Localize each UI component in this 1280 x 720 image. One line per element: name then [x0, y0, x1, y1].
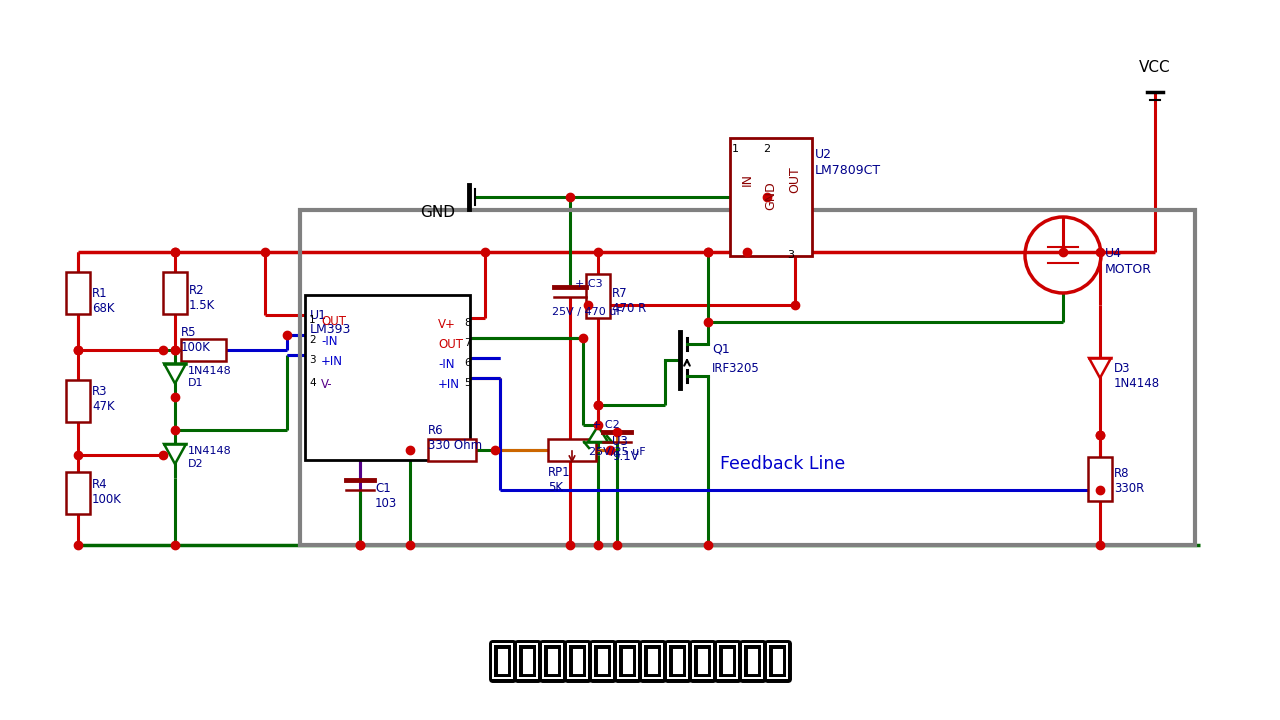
Text: OUT: OUT: [438, 338, 463, 351]
Text: R6
330 Ohm: R6 330 Ohm: [428, 424, 483, 452]
Text: VCC: VCC: [1139, 60, 1171, 75]
Polygon shape: [164, 364, 186, 384]
Text: R5
100K: R5 100K: [180, 326, 211, 354]
Bar: [300, 210, 1196, 545]
Text: U4: U4: [1105, 247, 1123, 260]
Text: 2: 2: [763, 144, 771, 154]
Text: R3
47K: R3 47K: [92, 385, 115, 413]
Text: 25V / 470 uF: 25V / 470 uF: [552, 307, 623, 317]
Text: GND: GND: [764, 181, 777, 210]
Polygon shape: [164, 444, 186, 464]
Text: R1
68K: R1 68K: [92, 287, 114, 315]
Text: C1
103: C1 103: [375, 482, 397, 510]
Text: IRF3205: IRF3205: [712, 362, 760, 375]
Text: 5: 5: [465, 378, 471, 388]
Bar: [67, 472, 90, 514]
Text: -IN: -IN: [321, 335, 338, 348]
Bar: [1088, 457, 1112, 501]
Text: 也会同样跟着一起发生变化: 也会同样跟着一起发生变化: [490, 639, 790, 681]
Text: 2: 2: [308, 335, 316, 345]
Bar: [180, 339, 227, 361]
Bar: [305, 295, 470, 460]
Text: +IN: +IN: [321, 355, 343, 368]
Text: D1: D1: [188, 379, 204, 389]
Text: MOTOR: MOTOR: [1105, 263, 1152, 276]
Bar: [586, 274, 611, 318]
Bar: [548, 439, 596, 461]
Text: + C3: + C3: [575, 279, 603, 289]
Text: D3
1N4148: D3 1N4148: [1114, 362, 1160, 390]
Text: Feedback Line: Feedback Line: [719, 455, 845, 473]
Text: R7
470 R: R7 470 R: [612, 287, 646, 315]
Text: 25V/25 uF: 25V/25 uF: [589, 447, 645, 457]
Text: U3
9.1V: U3 9.1V: [612, 435, 639, 463]
Text: 1: 1: [732, 144, 739, 154]
Text: OUT: OUT: [788, 166, 801, 194]
Text: OUT: OUT: [321, 315, 346, 328]
Text: R8
330R: R8 330R: [1114, 467, 1144, 495]
Text: -IN: -IN: [438, 358, 454, 371]
Text: 7: 7: [465, 338, 471, 348]
Text: 3: 3: [308, 355, 316, 365]
Polygon shape: [1089, 358, 1111, 378]
Text: U1: U1: [310, 309, 326, 322]
Text: Q1: Q1: [712, 342, 730, 355]
Text: 8: 8: [465, 318, 471, 328]
Bar: [163, 272, 187, 314]
Text: 4: 4: [308, 378, 316, 388]
Text: + C2: + C2: [591, 420, 620, 430]
Text: 1N4148: 1N4148: [188, 366, 232, 376]
Text: LM393: LM393: [310, 323, 352, 336]
Text: GND: GND: [420, 205, 454, 220]
Text: D2: D2: [188, 459, 204, 469]
Bar: [67, 380, 90, 422]
Text: 3: 3: [787, 250, 794, 260]
Bar: [428, 439, 476, 461]
Text: +IN: +IN: [438, 378, 460, 391]
Text: 1N4148: 1N4148: [188, 446, 232, 456]
Text: RP1
5K: RP1 5K: [548, 466, 571, 494]
Text: LM7809CT: LM7809CT: [815, 164, 881, 177]
Text: 1: 1: [308, 315, 316, 325]
Text: V+: V+: [438, 318, 456, 331]
Text: 6: 6: [465, 358, 471, 368]
Text: R2
1.5K: R2 1.5K: [189, 284, 215, 312]
Text: IN: IN: [741, 174, 754, 186]
Bar: [67, 272, 90, 314]
Polygon shape: [588, 426, 608, 442]
Text: V-: V-: [321, 378, 333, 391]
Text: R4
100K: R4 100K: [92, 478, 122, 506]
Text: U2: U2: [815, 148, 832, 161]
Bar: [730, 138, 812, 256]
